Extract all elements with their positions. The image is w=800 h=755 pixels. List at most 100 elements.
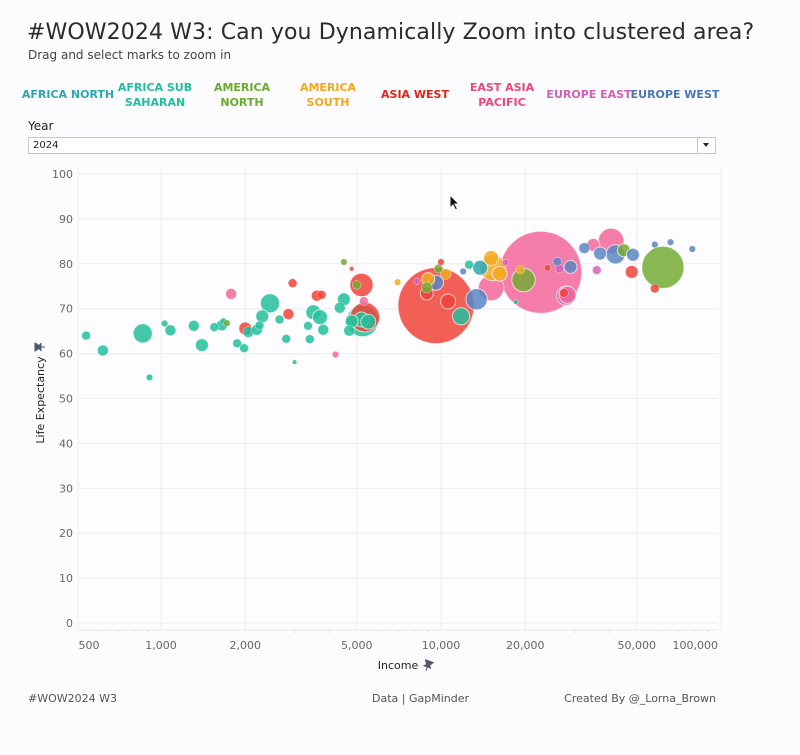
bubble-east-asia-pacific[interactable]	[726, 234, 733, 241]
bubble-asia-west[interactable]	[543, 264, 552, 272]
bubble-asia-west[interactable]	[349, 266, 355, 272]
bubble-africa-sub-saharan[interactable]	[343, 325, 355, 337]
bubble-asia-west[interactable]	[559, 288, 569, 298]
legend-label: EAST ASIA	[469, 81, 535, 94]
bubble-europe-west[interactable]	[465, 288, 488, 311]
bubble-africa-sub-saharan[interactable]	[254, 320, 265, 330]
bubble-africa-sub-saharan[interactable]	[188, 320, 200, 332]
legend-item-europe-east[interactable]: EUROPE EAST	[546, 87, 631, 102]
legend-label: SOUTH	[306, 96, 350, 109]
bubble-africa-sub-saharan[interactable]	[312, 309, 329, 326]
bubble-america-north[interactable]	[340, 258, 348, 266]
legend-item-europe-west[interactable]: EUROPE WEST	[631, 87, 720, 102]
legend-item-africa-north[interactable]: AFRICA NORTH	[22, 87, 114, 102]
y-axis-title: Life Expectancy	[34, 356, 47, 444]
legend-item-east-asia-pacific[interactable]: EAST ASIA PACIFIC	[470, 80, 534, 110]
y-axis-pin-icon[interactable]	[34, 342, 45, 352]
bubble-asia-west[interactable]	[282, 308, 295, 320]
bubble-africa-sub-saharan[interactable]	[194, 338, 209, 353]
x-axis-title: Income	[378, 659, 419, 672]
bubble-america-south[interactable]	[440, 268, 452, 280]
bubble-africa-sub-saharan[interactable]	[81, 330, 91, 341]
x-axis-ticks: 500 1,000 2,000 5,000 10,000 20,000 50,000 100,…	[79, 639, 719, 652]
bubble-africa-sub-saharan[interactable]	[281, 334, 291, 344]
bubble-east-asia-pacific[interactable]	[331, 350, 340, 359]
x-axis-pin-icon[interactable]	[422, 659, 435, 672]
bubble-africa-sub-saharan[interactable]	[97, 344, 109, 357]
bubble-america-south[interactable]	[394, 278, 402, 286]
bubble-africa-sub-saharan[interactable]	[292, 359, 298, 365]
bubble-europe-west[interactable]	[688, 245, 696, 253]
bubble-asia-west[interactable]	[349, 272, 374, 298]
x-tick-label: 100,000	[673, 639, 719, 652]
bubble-africa-sub-saharan[interactable]	[303, 321, 313, 331]
bubble-europe-east[interactable]	[413, 277, 421, 285]
bubble-africa-sub-saharan[interactable]	[452, 307, 471, 326]
bubble-africa-sub-saharan[interactable]	[132, 323, 153, 344]
bubble-africa-sub-saharan[interactable]	[259, 293, 281, 314]
dropdown-toggle[interactable]	[697, 138, 715, 153]
bubble-africa-sub-saharan[interactable]	[305, 334, 315, 344]
bubble-africa-sub-saharan[interactable]	[334, 302, 346, 314]
bubble-europe-west[interactable]	[563, 259, 578, 274]
bubble-europe-west[interactable]	[626, 247, 640, 262]
bubble-asia-west[interactable]	[287, 278, 298, 288]
bubble-europe-west[interactable]	[578, 242, 590, 254]
bubble-asia-west[interactable]	[440, 293, 457, 310]
bubble-east-asia-pacific[interactable]	[359, 296, 369, 306]
legend-label: EUROPE WEST	[630, 88, 720, 101]
bubble-america-south[interactable]	[483, 250, 500, 266]
y-tick-label: 60	[59, 348, 73, 361]
bubble-east-asia-pacific[interactable]	[225, 288, 237, 300]
y-tick-label: 100	[52, 168, 73, 181]
chart-marks	[81, 227, 733, 381]
bubble-america-north[interactable]	[433, 264, 444, 274]
bubble-america-north[interactable]	[421, 281, 433, 294]
bubble-asia-west[interactable]	[317, 290, 327, 300]
bubble-chart[interactable]: 0 10 20 30 40 50 60 70 80 90 100 500 1,000 2,000 5,00…	[0, 0, 800, 680]
bubble-america-south[interactable]	[491, 265, 508, 282]
bubble-america-north[interactable]	[352, 280, 362, 290]
bubble-africa-sub-saharan[interactable]	[164, 324, 177, 336]
page-subtitle: Drag and select marks to zoom in	[28, 48, 232, 62]
bubble-africa-sub-saharan[interactable]	[317, 324, 329, 336]
legend-item-africa-sub-saharan[interactable]: AFRICA SUB SAHARAN	[118, 80, 192, 110]
bubble-africa-sub-saharan[interactable]	[232, 338, 242, 348]
bubble-africa-sub-saharan[interactable]	[360, 313, 377, 330]
bubble-europe-west[interactable]	[593, 246, 608, 261]
legend-item-asia-west[interactable]: ASIA WEST	[381, 87, 449, 102]
legend-label: EUROPE EAST	[546, 88, 632, 101]
bubble-asia-west[interactable]	[624, 264, 639, 279]
legend-item-america-north[interactable]: AMERICA NORTH	[214, 80, 270, 110]
bubble-africa-sub-saharan[interactable]	[274, 314, 285, 325]
bubble-africa-sub-saharan[interactable]	[145, 373, 154, 381]
y-tick-label: 30	[59, 482, 73, 495]
bubble-africa-north[interactable]	[472, 259, 489, 276]
bubble-europe-east[interactable]	[592, 265, 602, 275]
bubble-europe-west[interactable]	[651, 240, 659, 249]
footer-right: Created By @_Lorna_Brown	[564, 692, 716, 705]
year-dropdown[interactable]: 2024	[28, 137, 716, 154]
bubble-africa-sub-saharan[interactable]	[209, 322, 219, 332]
legend-label: NORTH	[220, 96, 264, 109]
bubble-africa-sub-saharan[interactable]	[239, 343, 249, 353]
bubble-asia-west[interactable]	[437, 258, 445, 266]
legend-label: AMERICA	[299, 81, 357, 94]
bubble-africa-sub-saharan[interactable]	[161, 319, 169, 328]
bubble-america-north[interactable]	[223, 319, 231, 327]
bubble-africa-sub-saharan[interactable]	[513, 299, 519, 305]
legend-label: AFRICA SUB	[117, 81, 193, 94]
legend-item-america-south[interactable]: AMERICA SOUTH	[300, 80, 356, 110]
page-title: #WOW2024 W3: Can you Dynamically Zoom in…	[27, 20, 755, 45]
bubble-america-north[interactable]	[641, 245, 685, 289]
bubble-europe-west[interactable]	[459, 267, 467, 275]
bubble-africa-sub-saharan[interactable]	[255, 309, 270, 324]
bubble-europe-east[interactable]	[501, 258, 510, 267]
bubble-america-south[interactable]	[515, 264, 525, 275]
bubble-asia-west[interactable]	[650, 283, 660, 294]
chart-grid	[77, 167, 722, 633]
bubble-europe-west[interactable]	[666, 238, 675, 246]
y-tick-label: 20	[59, 527, 73, 540]
bubble-africa-sub-saharan[interactable]	[464, 260, 474, 270]
bubble-europe-west[interactable]	[552, 256, 562, 267]
